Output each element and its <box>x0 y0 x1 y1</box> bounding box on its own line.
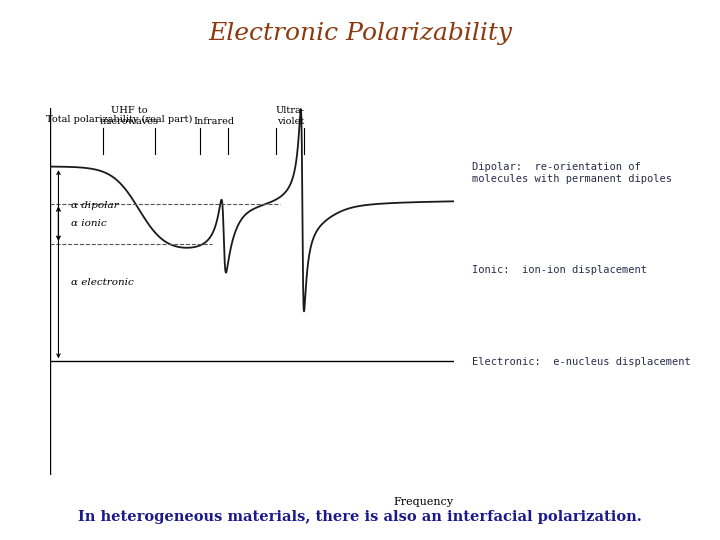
Text: Electronic Polarizability: Electronic Polarizability <box>208 22 512 45</box>
Text: Ultra-
violet: Ultra- violet <box>276 106 305 126</box>
Text: Dipolar:  re-orientation of
molecules with permanent dipoles: Dipolar: re-orientation of molecules wit… <box>472 162 672 184</box>
Text: α dipolar: α dipolar <box>71 201 118 210</box>
Text: Electronic:  e-nucleus displacement: Electronic: e-nucleus displacement <box>472 357 690 367</box>
Text: α electronic: α electronic <box>71 278 133 287</box>
Text: α ionic: α ionic <box>71 219 106 228</box>
Text: Ionic:  ion-ion displacement: Ionic: ion-ion displacement <box>472 265 647 275</box>
Text: Frequency: Frequency <box>393 497 454 507</box>
Text: Total polarizability (real part): Total polarizability (real part) <box>46 116 193 124</box>
Text: Infrared: Infrared <box>193 117 234 126</box>
Text: UHF to
microwaves: UHF to microwaves <box>99 106 158 126</box>
Text: In heterogeneous materials, there is also an interfacial polarization.: In heterogeneous materials, there is als… <box>78 510 642 524</box>
